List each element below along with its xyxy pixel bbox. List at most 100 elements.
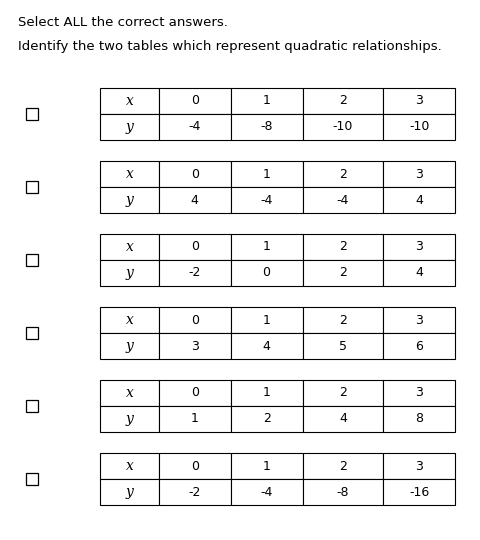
Text: -4: -4 [188,120,201,133]
Bar [26,254,38,266]
Bar [26,327,38,339]
Text: y: y [125,412,133,426]
Bar [158,380,230,406]
Bar [302,333,383,359]
Bar [302,453,383,479]
Text: -16: -16 [408,485,428,498]
Bar [230,333,302,359]
Text: 0: 0 [262,267,270,280]
Bar [158,406,230,432]
Bar [158,187,230,213]
Text: x: x [125,386,133,400]
Bar [26,108,38,120]
Bar [158,479,230,505]
Bar [100,234,158,260]
Bar [100,161,158,187]
Bar [158,307,230,333]
Bar [158,114,230,140]
Text: 2: 2 [338,314,346,327]
Text: 2: 2 [338,94,346,107]
Text: 1: 1 [262,167,270,180]
Text: 3: 3 [191,340,198,353]
Text: 1: 1 [262,460,270,472]
Bar [230,380,302,406]
Text: 5: 5 [338,340,346,353]
Text: 4: 4 [414,267,422,280]
Bar [100,307,158,333]
Text: -10: -10 [332,120,352,133]
Bar [302,114,383,140]
Text: 1: 1 [262,240,270,253]
Bar [302,406,383,432]
Text: x: x [125,313,133,327]
Bar [383,453,454,479]
Bar [230,161,302,187]
Text: 4: 4 [191,193,198,206]
Bar [26,181,38,193]
Bar [383,187,454,213]
Bar [302,479,383,505]
Text: -4: -4 [336,193,348,206]
Bar [230,479,302,505]
Text: -8: -8 [260,120,272,133]
Bar [230,307,302,333]
Text: 4: 4 [262,340,270,353]
Bar [383,333,454,359]
Text: y: y [125,485,133,499]
Bar [230,114,302,140]
Text: 6: 6 [414,340,422,353]
Bar [100,453,158,479]
Bar [302,260,383,286]
Text: 4: 4 [414,193,422,206]
Bar [383,307,454,333]
Text: 4: 4 [338,413,346,426]
Bar [230,260,302,286]
Bar [383,114,454,140]
Bar [302,161,383,187]
Text: y: y [125,266,133,280]
Text: 0: 0 [191,94,198,107]
Bar [158,453,230,479]
Text: 2: 2 [338,387,346,400]
Bar [230,234,302,260]
Text: 0: 0 [191,460,198,472]
Bar [100,406,158,432]
Text: 0: 0 [191,240,198,253]
Text: Identify the two tables which represent quadratic relationships.: Identify the two tables which represent … [18,40,441,53]
Text: 1: 1 [262,314,270,327]
Text: 3: 3 [414,314,422,327]
Bar [100,88,158,114]
Bar [302,307,383,333]
Text: x: x [125,167,133,181]
Bar [158,88,230,114]
Text: -10: -10 [408,120,428,133]
Bar [158,234,230,260]
Text: 1: 1 [262,387,270,400]
Text: 2: 2 [338,167,346,180]
Bar [302,234,383,260]
Bar [100,260,158,286]
Bar [302,88,383,114]
Text: 1: 1 [262,94,270,107]
Text: 3: 3 [414,387,422,400]
Text: 0: 0 [191,387,198,400]
Bar [230,453,302,479]
Bar [100,114,158,140]
Text: 3: 3 [414,240,422,253]
Bar [100,187,158,213]
Text: 2: 2 [338,240,346,253]
Text: -4: -4 [260,193,272,206]
Text: y: y [125,120,133,134]
Bar [383,406,454,432]
Text: 8: 8 [414,413,422,426]
Bar [26,400,38,412]
Text: 2: 2 [338,460,346,472]
Bar [230,187,302,213]
Text: x: x [125,459,133,473]
Bar [158,260,230,286]
Text: y: y [125,193,133,207]
Bar [302,380,383,406]
Text: -8: -8 [336,485,348,498]
Text: x: x [125,94,133,108]
Text: 1: 1 [191,413,198,426]
